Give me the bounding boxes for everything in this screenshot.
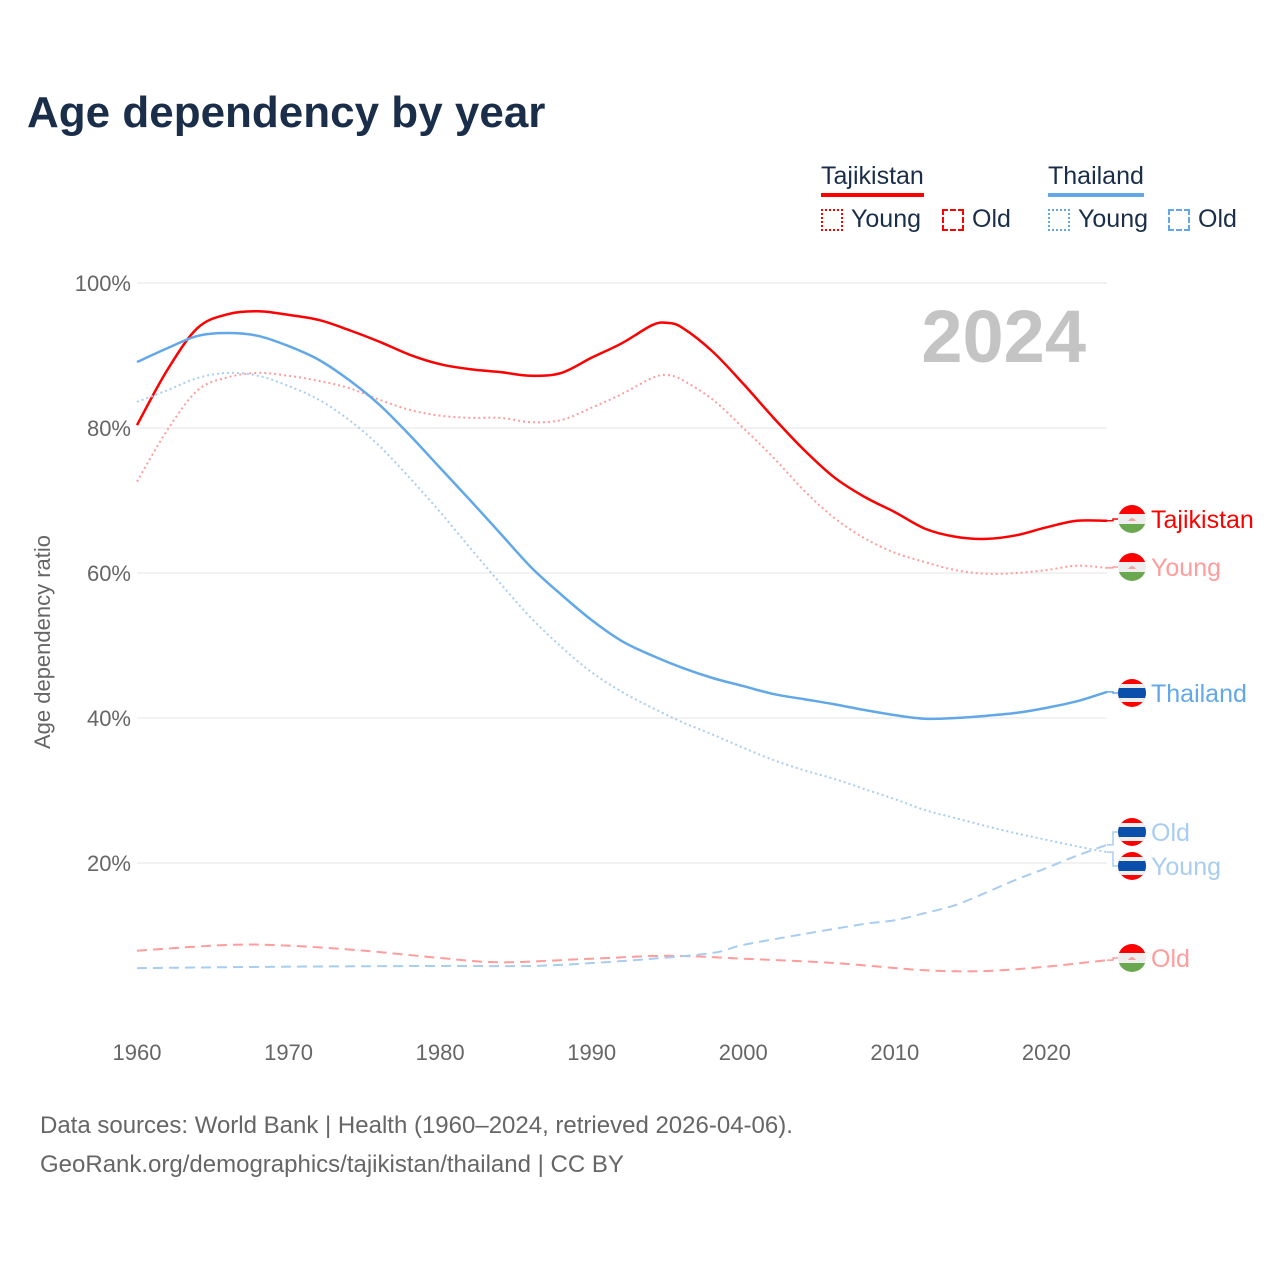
- legend-thailand[interactable]: Thailand: [1048, 162, 1144, 197]
- legend-tajikistan[interactable]: Tajikistan: [821, 162, 924, 197]
- flag-stripe: [1118, 688, 1146, 698]
- series-end-label: Young: [1151, 554, 1221, 582]
- crown-icon: [1128, 957, 1136, 960]
- legend-tajikistan-old[interactable]: Old: [942, 205, 1011, 234]
- flag-body: [1118, 944, 1146, 972]
- series-line-tajikistan-young: [136, 371, 1108, 575]
- legend-label: Old: [1198, 205, 1237, 233]
- x-tick-label: 1960: [113, 1040, 162, 1065]
- dashed-swatch-icon: [942, 208, 964, 231]
- flag-stripe: [1118, 524, 1146, 533]
- label-connector: [1107, 566, 1118, 569]
- y-tick-label: 40%: [87, 706, 131, 731]
- label-connector: [1107, 691, 1118, 694]
- dotted-swatch-icon: [1048, 208, 1070, 231]
- series-line-tajikistan: [135, 310, 1108, 541]
- flag-stripe: [1118, 505, 1146, 514]
- y-axis-label: Age dependency ratio: [30, 535, 55, 749]
- tajikistan-flag-icon: [1118, 553, 1146, 581]
- thailand-flag-icon: [1118, 852, 1146, 880]
- legend-thailand-old[interactable]: Old: [1168, 205, 1237, 234]
- flag-stripe: [1118, 944, 1146, 953]
- y-tick-label: 100%: [75, 271, 131, 296]
- flag-stripe: [1118, 963, 1146, 972]
- series-end-label: Young: [1151, 853, 1221, 881]
- legend-label: Old: [972, 205, 1011, 233]
- flag-stripe: [1118, 572, 1146, 581]
- dotted-swatch-icon: [821, 208, 843, 231]
- chart-title: Age dependency by year: [27, 88, 546, 137]
- series-end-label: Old: [1151, 945, 1190, 973]
- label-connector: [1107, 851, 1118, 867]
- flag-body: [1118, 852, 1146, 880]
- flag-stripe: [1118, 827, 1146, 837]
- flag-body: [1118, 505, 1146, 533]
- x-tick-label: 2020: [1022, 1040, 1071, 1065]
- label-connector: [1107, 957, 1118, 961]
- flag-body: [1118, 818, 1146, 846]
- footer: Data sources: World Bank | Health (1960–…: [40, 1106, 793, 1184]
- attribution-link[interactable]: GeoRank.org/demographics/tajikistan/thai…: [40, 1151, 624, 1178]
- flag-body: [1118, 553, 1146, 581]
- flag-stripe: [1118, 553, 1146, 562]
- thailand-flag-icon: [1118, 679, 1146, 707]
- label-connector: [1107, 518, 1118, 522]
- dashed-swatch-icon: [1168, 208, 1190, 231]
- tajikistan-flag-icon: [1118, 505, 1146, 533]
- y-tick-label: 60%: [87, 561, 131, 586]
- thailand-flag-icon: [1118, 818, 1146, 846]
- series-end-label: Tajikistan: [1151, 506, 1254, 534]
- legend-thailand-young[interactable]: Young: [1048, 205, 1148, 234]
- x-tick-label: 1970: [264, 1040, 313, 1065]
- series-line-thailand: [136, 331, 1108, 721]
- legend-label: Young: [1078, 205, 1148, 233]
- year-watermark: 2024: [921, 295, 1086, 378]
- flag-stripe: [1118, 861, 1146, 871]
- x-tick-label: 1990: [567, 1040, 616, 1065]
- crown-icon: [1128, 518, 1136, 521]
- legend-tajikistan-young[interactable]: Young: [821, 205, 921, 234]
- y-tick-label: 80%: [87, 416, 131, 441]
- x-tick-label: 1980: [416, 1040, 465, 1065]
- legend-label: Young: [851, 205, 921, 233]
- series-end-label: Thailand: [1151, 680, 1247, 708]
- x-tick-label: 2000: [719, 1040, 768, 1065]
- data-source-text: Data sources: World Bank | Health (1960–…: [40, 1112, 793, 1139]
- series-line-thailand-young: [136, 371, 1108, 854]
- y-tick-label: 20%: [87, 851, 131, 876]
- series-end-label: Old: [1151, 819, 1190, 847]
- label-connector: [1107, 831, 1118, 846]
- flag-body: [1118, 679, 1146, 707]
- crown-icon: [1128, 566, 1136, 569]
- tajikistan-flag-icon: [1118, 944, 1146, 972]
- series-line-thailand-old: [136, 843, 1108, 970]
- x-tick-label: 2010: [870, 1040, 919, 1065]
